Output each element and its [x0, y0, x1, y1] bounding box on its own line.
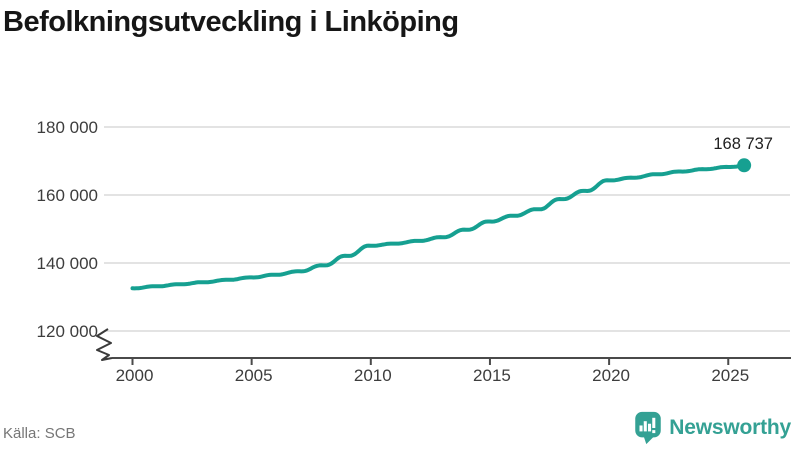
newsworthy-logo: Newsworthy [634, 411, 791, 445]
x-axis-tick-label: 2005 [235, 366, 273, 385]
latest-value-label: 168 737 [713, 135, 773, 153]
y-axis-tick-label: 140 000 [37, 254, 98, 273]
y-axis-tick-label: 120 000 [37, 322, 98, 341]
source-note: Källa: SCB [3, 425, 76, 442]
x-axis-tick-label: 2010 [354, 366, 392, 385]
axis-break-icon [96, 328, 113, 361]
chart-title: Befolkningsutveckling i Linköping [3, 6, 459, 38]
x-axis-tick-label: 2000 [116, 366, 154, 385]
latest-point-marker [737, 158, 752, 173]
newsworthy-wordmark: Newsworthy [669, 416, 791, 439]
x-axis-tick-label: 2020 [592, 366, 630, 385]
y-axis-tick-label: 180 000 [37, 118, 98, 137]
population-line [130, 163, 747, 291]
x-axis-tick-label: 2015 [473, 366, 511, 385]
newsworthy-logo-icon [635, 411, 662, 445]
x-axis-tick-label: 2025 [711, 366, 749, 385]
y-axis-tick-label: 160 000 [37, 186, 98, 205]
